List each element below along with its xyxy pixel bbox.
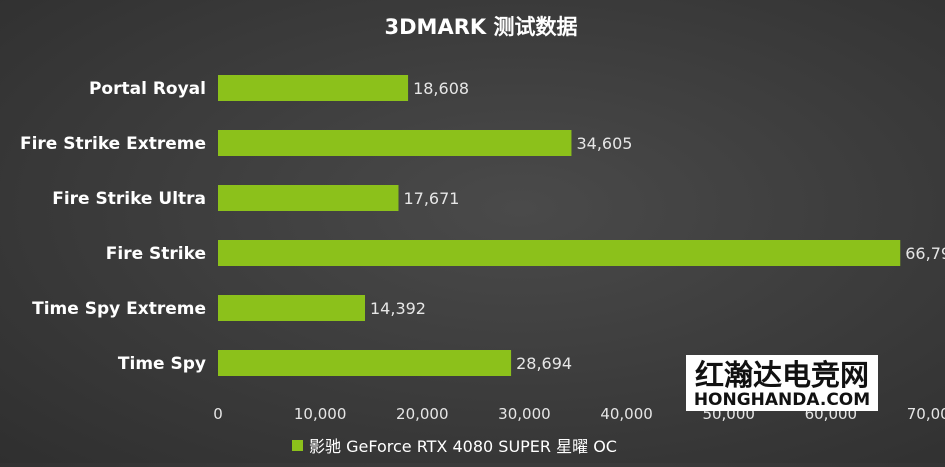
bar <box>218 130 572 156</box>
x-tick-label: 0 <box>213 405 223 423</box>
watermark-chinese: 红瀚达电竞网 <box>695 358 869 392</box>
bar <box>218 295 366 321</box>
category-label: Fire Strike Ultra <box>52 189 206 209</box>
data-label: 14,392 <box>370 299 426 318</box>
bar <box>218 240 901 266</box>
x-tick-label: 20,000 <box>396 405 449 423</box>
category-label: Fire Strike Extreme <box>20 134 206 154</box>
x-tick-label: 70,000 <box>907 405 945 423</box>
data-label: 34,605 <box>576 134 632 153</box>
watermark-english: HONGHANDA.COM <box>694 390 870 410</box>
bar <box>218 75 409 101</box>
legend-label: 影驰 GeForce RTX 4080 SUPER 星曜 OC <box>309 437 617 456</box>
bars: Portal Royal 18,608 Fire Strike Extreme 34,… <box>20 75 945 376</box>
data-label: 28,694 <box>516 354 572 373</box>
x-tick-label: 10,000 <box>294 405 347 423</box>
category-label: Portal Royal <box>89 79 206 99</box>
legend-swatch <box>292 440 303 451</box>
chart-title: 3DMARK 测试数据 <box>385 15 578 39</box>
x-tick-label: 30,000 <box>498 405 551 423</box>
x-axis: 0 10,000 20,000 30,000 40,000 50,000 60,000 70,… <box>213 405 945 423</box>
category-label: Fire Strike <box>106 244 206 264</box>
category-label: Time Spy <box>118 354 206 374</box>
data-label: 66,794 <box>905 244 945 263</box>
bar <box>218 350 512 376</box>
watermark: 红瀚达电竞网 HONGHANDA.COM <box>686 355 878 411</box>
x-tick-label: 40,000 <box>600 405 653 423</box>
data-label: 17,671 <box>403 189 459 208</box>
category-label: Time Spy Extreme <box>32 299 206 319</box>
watermark-background <box>686 355 878 411</box>
data-label: 18,608 <box>413 79 469 98</box>
legend: 影驰 GeForce RTX 4080 SUPER 星曜 OC <box>292 437 617 456</box>
bar <box>218 185 399 211</box>
